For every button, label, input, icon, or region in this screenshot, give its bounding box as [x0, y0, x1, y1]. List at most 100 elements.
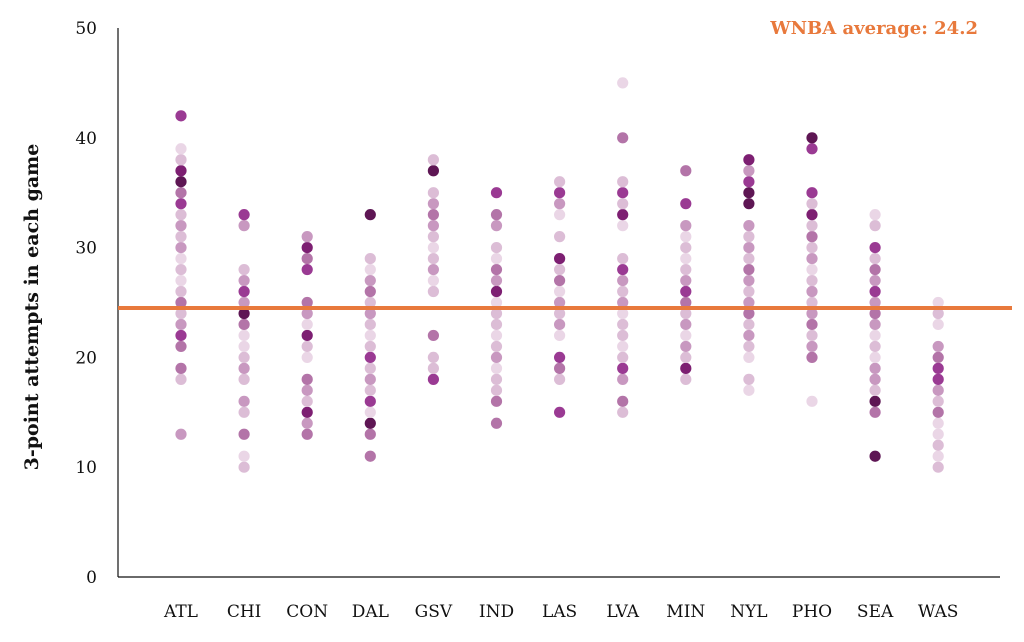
data-point — [238, 329, 250, 342]
data-point — [301, 329, 313, 342]
data-point — [175, 176, 187, 188]
data-point — [238, 263, 250, 276]
data-point — [364, 318, 376, 331]
data-point — [175, 209, 187, 221]
data-point — [364, 296, 376, 309]
data-point — [364, 373, 376, 385]
data-point — [743, 220, 755, 232]
data-point — [238, 450, 250, 462]
data-point — [490, 329, 503, 342]
data-point — [869, 307, 881, 320]
data-point — [617, 373, 629, 385]
data-point — [554, 176, 566, 188]
data-point — [680, 340, 692, 353]
x-tick-label: LVA — [606, 602, 639, 622]
data-point — [364, 274, 376, 287]
x-tick-label: CHI — [227, 602, 262, 622]
data-point — [427, 252, 439, 265]
data-point — [175, 362, 187, 374]
y-axis-title: 3-point attempts in each game — [21, 144, 43, 471]
data-point — [238, 274, 250, 287]
data-point — [364, 450, 376, 462]
data-point — [490, 373, 503, 385]
data-point — [427, 220, 439, 232]
data-point — [806, 209, 818, 221]
data-point — [743, 318, 755, 331]
data-point — [932, 417, 944, 429]
data-point — [806, 329, 818, 342]
data-point — [932, 340, 944, 353]
data-point — [554, 351, 566, 363]
data-point — [175, 329, 187, 342]
data-point — [175, 143, 187, 155]
data-point — [238, 406, 250, 418]
data-point — [554, 296, 566, 309]
data-point — [743, 274, 755, 287]
data-point — [175, 274, 187, 287]
data-point — [554, 318, 566, 331]
data-point — [238, 428, 250, 440]
data-point — [680, 242, 692, 254]
data-point — [680, 296, 692, 309]
data-point — [743, 165, 755, 177]
data-point — [490, 384, 503, 396]
data-point — [869, 340, 881, 353]
data-point — [680, 165, 692, 177]
data-point — [680, 274, 692, 287]
data-point — [175, 296, 187, 309]
data-point — [869, 263, 881, 276]
data-point — [617, 285, 629, 298]
data-point — [617, 329, 629, 342]
data-point — [617, 406, 629, 418]
data-point — [301, 395, 313, 407]
data-point — [364, 384, 376, 396]
data-point — [427, 198, 439, 210]
data-point — [364, 362, 376, 374]
data-point — [806, 198, 818, 210]
data-point — [743, 384, 755, 396]
data-point — [743, 296, 755, 309]
data-point — [490, 351, 503, 363]
series-was — [932, 296, 944, 473]
series-nyl — [743, 154, 755, 396]
data-point — [932, 307, 944, 320]
data-point — [617, 252, 629, 265]
data-point — [427, 362, 439, 374]
data-point — [617, 274, 629, 287]
x-tick-label: ATL — [163, 602, 198, 622]
data-point — [427, 209, 439, 221]
data-point — [869, 285, 881, 298]
data-point — [869, 329, 881, 342]
data-point — [617, 209, 629, 221]
data-point — [364, 209, 376, 221]
series-atl — [175, 110, 187, 440]
data-point — [364, 428, 376, 440]
series-con — [301, 231, 313, 440]
y-tick-label: 20 — [75, 348, 97, 368]
data-point — [932, 296, 944, 309]
data-point — [490, 242, 503, 254]
data-point — [617, 307, 629, 320]
series-pho — [806, 132, 818, 407]
data-point — [364, 417, 376, 429]
data-point — [490, 220, 503, 232]
data-point — [806, 242, 818, 254]
data-point — [869, 296, 881, 309]
average-label: WNBA average: 24.2 — [769, 18, 978, 39]
data-point — [680, 252, 692, 265]
data-point — [869, 242, 881, 254]
data-point — [175, 242, 187, 254]
data-point — [238, 220, 250, 232]
data-point — [869, 395, 881, 407]
data-point — [743, 231, 755, 243]
data-point — [490, 318, 503, 331]
data-point — [932, 428, 944, 440]
series-ind — [490, 187, 503, 429]
data-point — [490, 209, 503, 221]
data-point — [869, 384, 881, 396]
x-tick-label: PHO — [792, 602, 832, 622]
data-point — [680, 220, 692, 232]
data-point — [175, 263, 187, 276]
data-point — [617, 340, 629, 353]
data-point — [932, 439, 944, 451]
